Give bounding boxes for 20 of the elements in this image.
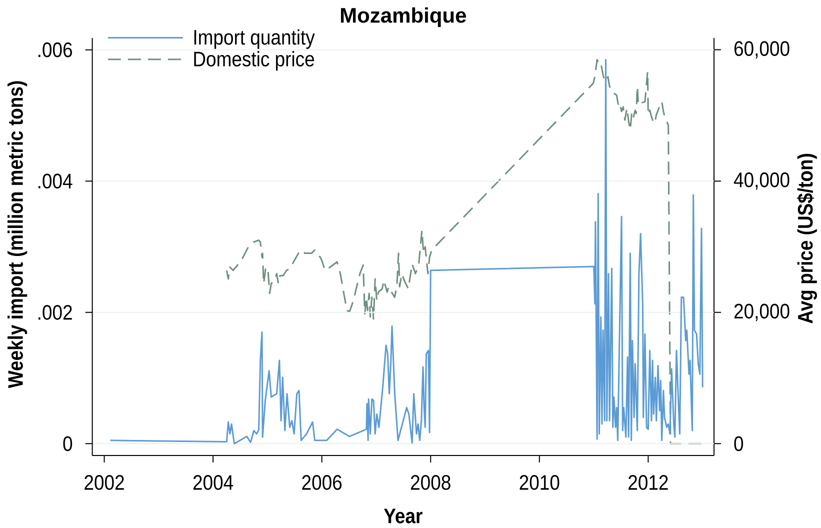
x-tick-label: 2004 <box>193 475 234 490</box>
y-tick-label: .006 <box>38 42 72 58</box>
y-axis-title: Weekly import (million metric tons) <box>8 81 28 388</box>
y2-tick-label: 60,000 <box>734 41 790 58</box>
chart-title: Mozambique <box>340 7 466 27</box>
x-tick-label: 2008 <box>410 475 450 490</box>
y2-tick-label: 0 <box>734 436 744 452</box>
y-tick-label: .002 <box>38 304 72 320</box>
x-axis-title: Year <box>384 508 422 524</box>
legend-label: Domestic price <box>194 51 314 71</box>
x-tick-label: 2010 <box>520 475 560 490</box>
x-tick-label: 2002 <box>84 475 124 490</box>
y-tick-label: .004 <box>38 174 72 189</box>
y2-tick-label: 40,000 <box>734 172 790 190</box>
legend-label: Import quantity <box>194 29 315 49</box>
x-tick-label: 2006 <box>302 475 342 490</box>
x-tick-label: 2012 <box>628 475 668 490</box>
y2-axis-title: Avg price (US$/ton) <box>796 154 817 324</box>
y-tick-label: 0 <box>63 436 72 452</box>
y2-tick-label: 20,000 <box>734 304 790 322</box>
